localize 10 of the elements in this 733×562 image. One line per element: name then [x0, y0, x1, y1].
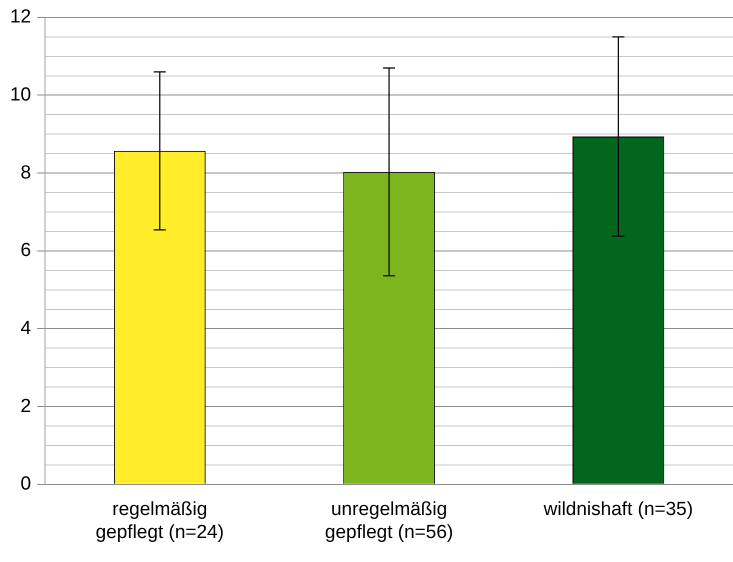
x-tick-label: unregelmäßig gepflegt (n=56) — [324, 499, 454, 543]
y-tick-label: 4 — [20, 318, 32, 339]
x-tick-label: regelmäßig gepflegt (n=24) — [96, 499, 224, 543]
y-tick-label: 8 — [20, 162, 32, 184]
y-tick-label: 2 — [20, 396, 32, 417]
y-tick-label: 10 — [10, 84, 32, 106]
x-tick-label: wildnishaft (n=35) — [542, 499, 694, 520]
y-tick-label: 12 — [10, 6, 32, 28]
y-tick-label: 0 — [20, 474, 32, 495]
y-tick-label: 6 — [20, 240, 32, 262]
